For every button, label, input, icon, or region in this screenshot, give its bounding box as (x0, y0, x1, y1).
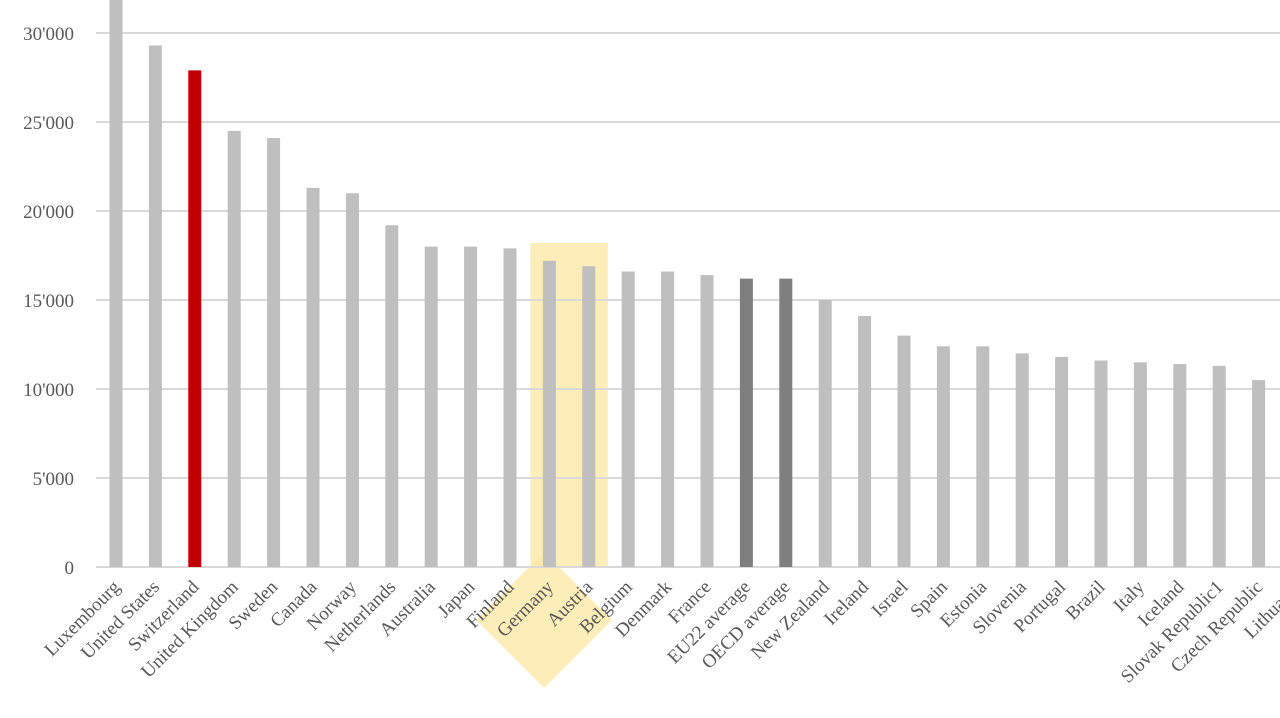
bar-belgium (621, 271, 635, 567)
bar-portugal (1055, 356, 1069, 567)
bar-slovak-republic1 (1212, 365, 1226, 567)
bar-spain (936, 346, 950, 567)
bar-eu22-average (739, 278, 753, 567)
bar-czech-republic (1252, 380, 1266, 567)
x-tick-label: Brazil (1062, 577, 1110, 625)
bar-iceland (1173, 364, 1187, 567)
bar-israel (897, 335, 911, 567)
bar-united-kingdom (227, 130, 241, 567)
y-tick-label: 25'000 (23, 113, 74, 134)
bar-netherlands (385, 225, 399, 568)
bar-italy (1133, 362, 1147, 567)
bar-oecd-average (779, 278, 793, 567)
bar-japan (464, 246, 478, 567)
y-axis: 0 5'000 10'000 15'000 20'000 25'000 30'000 (23, 24, 74, 579)
bar-australia (424, 246, 438, 567)
grid-layer (96, 32, 1280, 568)
bar-ireland (858, 316, 872, 567)
x-tick-label: Israel (868, 577, 913, 622)
bar-united-states (148, 45, 162, 567)
bar-norway (345, 193, 359, 567)
y-tick-label: 30'000 (23, 24, 74, 45)
bar-switzerland (188, 70, 202, 567)
bar-austria (582, 266, 596, 567)
bar-new-zealand (818, 300, 832, 567)
x-tick-label: Ireland (820, 576, 873, 629)
y-tick-label: 0 (65, 558, 75, 579)
highlight-box (530, 243, 608, 567)
bar-brazil (1094, 360, 1108, 567)
bar-estonia (976, 346, 990, 567)
bars-layer (109, 0, 1266, 568)
highlight-label-box (476, 552, 612, 688)
y-tick-label: 10'000 (23, 380, 74, 401)
bar-germany (542, 260, 556, 567)
bar-luxembourg (109, 0, 123, 567)
bar-sweden (267, 138, 281, 567)
y-tick-label: 15'000 (23, 291, 74, 312)
bar-france (700, 275, 714, 567)
bar-denmark (661, 271, 675, 567)
y-tick-label: 5'000 (33, 469, 74, 490)
y-tick-label: 20'000 (23, 202, 74, 223)
bar-finland (503, 248, 517, 567)
bar-slovenia (1015, 353, 1029, 567)
bar-canada (306, 187, 320, 568)
